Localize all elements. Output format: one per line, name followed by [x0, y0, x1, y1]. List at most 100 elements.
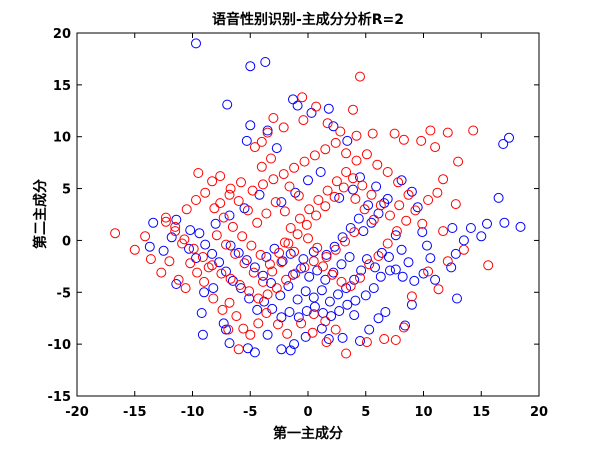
data-point — [289, 246, 300, 257]
data-point — [253, 318, 264, 329]
data-point — [390, 264, 401, 275]
data-point — [309, 150, 320, 161]
data-point — [284, 181, 295, 192]
data-point — [373, 313, 384, 324]
data-point — [166, 232, 177, 243]
data-point — [278, 122, 289, 133]
x-tick-label: -20 — [65, 405, 89, 420]
data-point — [320, 144, 331, 155]
data-point — [323, 334, 334, 344]
data-point — [260, 57, 271, 67]
data-point — [156, 267, 167, 278]
data-point — [423, 195, 434, 205]
data-point — [262, 329, 273, 340]
data-point — [249, 142, 260, 153]
data-point — [458, 244, 469, 255]
data-point — [298, 115, 309, 126]
data-point — [348, 104, 358, 115]
data-point — [288, 269, 298, 280]
data-point — [304, 204, 315, 215]
data-point — [239, 203, 250, 214]
data-point — [215, 171, 226, 182]
y-axis-label: 第二主成分 — [32, 179, 49, 249]
data-point — [200, 239, 211, 250]
data-point — [406, 291, 417, 302]
data-point — [145, 254, 156, 265]
data-point — [338, 182, 349, 193]
data-point — [255, 249, 266, 260]
data-point — [349, 274, 360, 285]
data-point — [334, 306, 345, 316]
data-point — [225, 273, 236, 284]
data-point — [256, 161, 267, 172]
data-point — [433, 284, 444, 295]
data-point — [239, 258, 250, 269]
data-point — [432, 187, 443, 198]
data-point — [311, 101, 322, 112]
data-point — [342, 135, 353, 146]
data-point — [278, 169, 289, 180]
y-tick-label: -15 — [48, 390, 72, 405]
data-point — [290, 187, 301, 198]
data-point — [144, 241, 155, 252]
data-point — [349, 227, 360, 238]
data-point — [300, 286, 311, 297]
data-point — [221, 266, 231, 277]
data-point — [258, 270, 268, 281]
x-tick-label: -10 — [181, 405, 205, 420]
data-point — [383, 252, 394, 262]
data-point — [341, 348, 352, 359]
data-point — [438, 226, 449, 237]
data-point — [438, 174, 449, 185]
data-point — [285, 248, 296, 259]
data-point — [425, 125, 436, 136]
data-point — [188, 243, 199, 254]
data-point — [375, 271, 386, 282]
data-point — [396, 244, 407, 255]
data-point — [242, 205, 253, 216]
data-point — [279, 237, 290, 248]
data-point — [379, 198, 390, 209]
data-point — [215, 198, 226, 209]
data-point — [233, 344, 244, 355]
data-point — [342, 299, 353, 310]
data-point — [230, 248, 241, 259]
data-point — [196, 308, 207, 318]
data-point — [361, 337, 372, 348]
data-point — [483, 260, 494, 271]
data-point — [266, 278, 276, 288]
data-point — [199, 287, 210, 298]
data-point — [110, 228, 121, 239]
data-point — [356, 265, 367, 276]
data-point — [446, 262, 457, 273]
data-point — [270, 197, 281, 208]
data-point — [197, 252, 208, 262]
data-point — [293, 312, 304, 323]
data-point — [294, 213, 305, 224]
data-point — [208, 293, 219, 304]
data-point — [299, 156, 310, 167]
data-point — [430, 142, 441, 153]
data-point — [344, 252, 355, 262]
data-point — [322, 185, 333, 196]
data-point — [366, 217, 377, 228]
data-point — [382, 238, 393, 249]
data-point — [216, 268, 227, 279]
data-point — [336, 259, 347, 270]
data-point — [453, 156, 464, 167]
y-tick-label: 0 — [62, 234, 71, 249]
data-point — [423, 266, 434, 277]
data-point — [327, 269, 338, 280]
data-point — [393, 177, 404, 188]
data-point — [173, 274, 184, 285]
data-point — [214, 257, 225, 268]
data-point — [209, 203, 220, 214]
data-point — [315, 167, 326, 177]
data-point — [361, 254, 372, 265]
data-point — [261, 308, 272, 318]
data-point — [247, 185, 258, 196]
data-point — [308, 256, 319, 267]
data-point — [372, 159, 383, 170]
data-point — [499, 217, 510, 228]
